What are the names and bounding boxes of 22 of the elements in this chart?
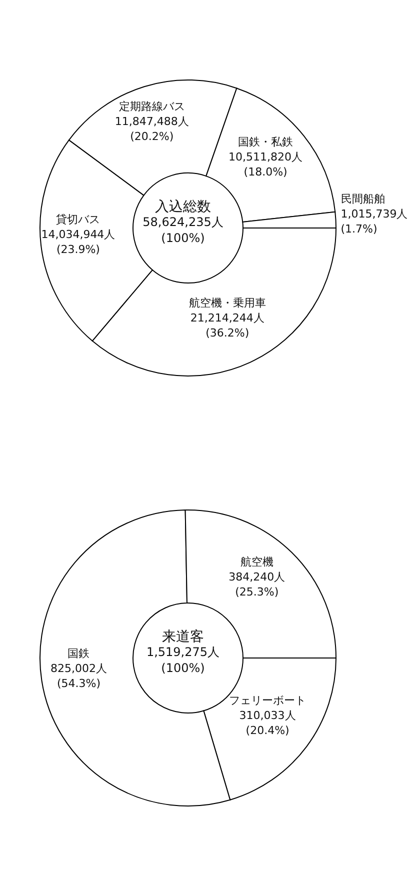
- text: 入込総数: [155, 198, 211, 215]
- slice-label: 航空機: [240, 556, 274, 569]
- slice-label: 貸切バス: [56, 213, 100, 226]
- slice-label: 航空機・乗用車: [188, 296, 266, 310]
- data-label: 384,240人 (25.3%): [228, 570, 286, 599]
- text: 1,519,275人: [146, 645, 220, 660]
- data-label: 21,214,244人 (36.2%): [190, 312, 264, 340]
- text: 58,624,235人: [142, 215, 224, 230]
- data-label: 310,033人 (20.4%): [239, 709, 296, 738]
- slice-label: 民間船舶: [340, 192, 385, 206]
- text: (100%): [161, 231, 205, 246]
- text: (100%): [161, 661, 205, 676]
- text: 来道客: [162, 628, 204, 645]
- slice-label: 国鉄・私鉄: [238, 135, 294, 148]
- slice-label: 定期路線バス: [118, 100, 185, 114]
- data-label: 10,511,820人 (18.0%): [228, 150, 303, 178]
- data-label: 1,015,739人 (1.7%): [340, 207, 408, 236]
- slice-label: フェリーボート: [229, 694, 306, 708]
- data-label: 11,847,488人 (20.2%): [114, 115, 189, 144]
- data-label: 14,034,944人 (23.9%): [41, 228, 116, 256]
- data-label: 825,002人 (54.3%): [50, 662, 107, 690]
- slice-label: 国鉄: [68, 647, 90, 660]
